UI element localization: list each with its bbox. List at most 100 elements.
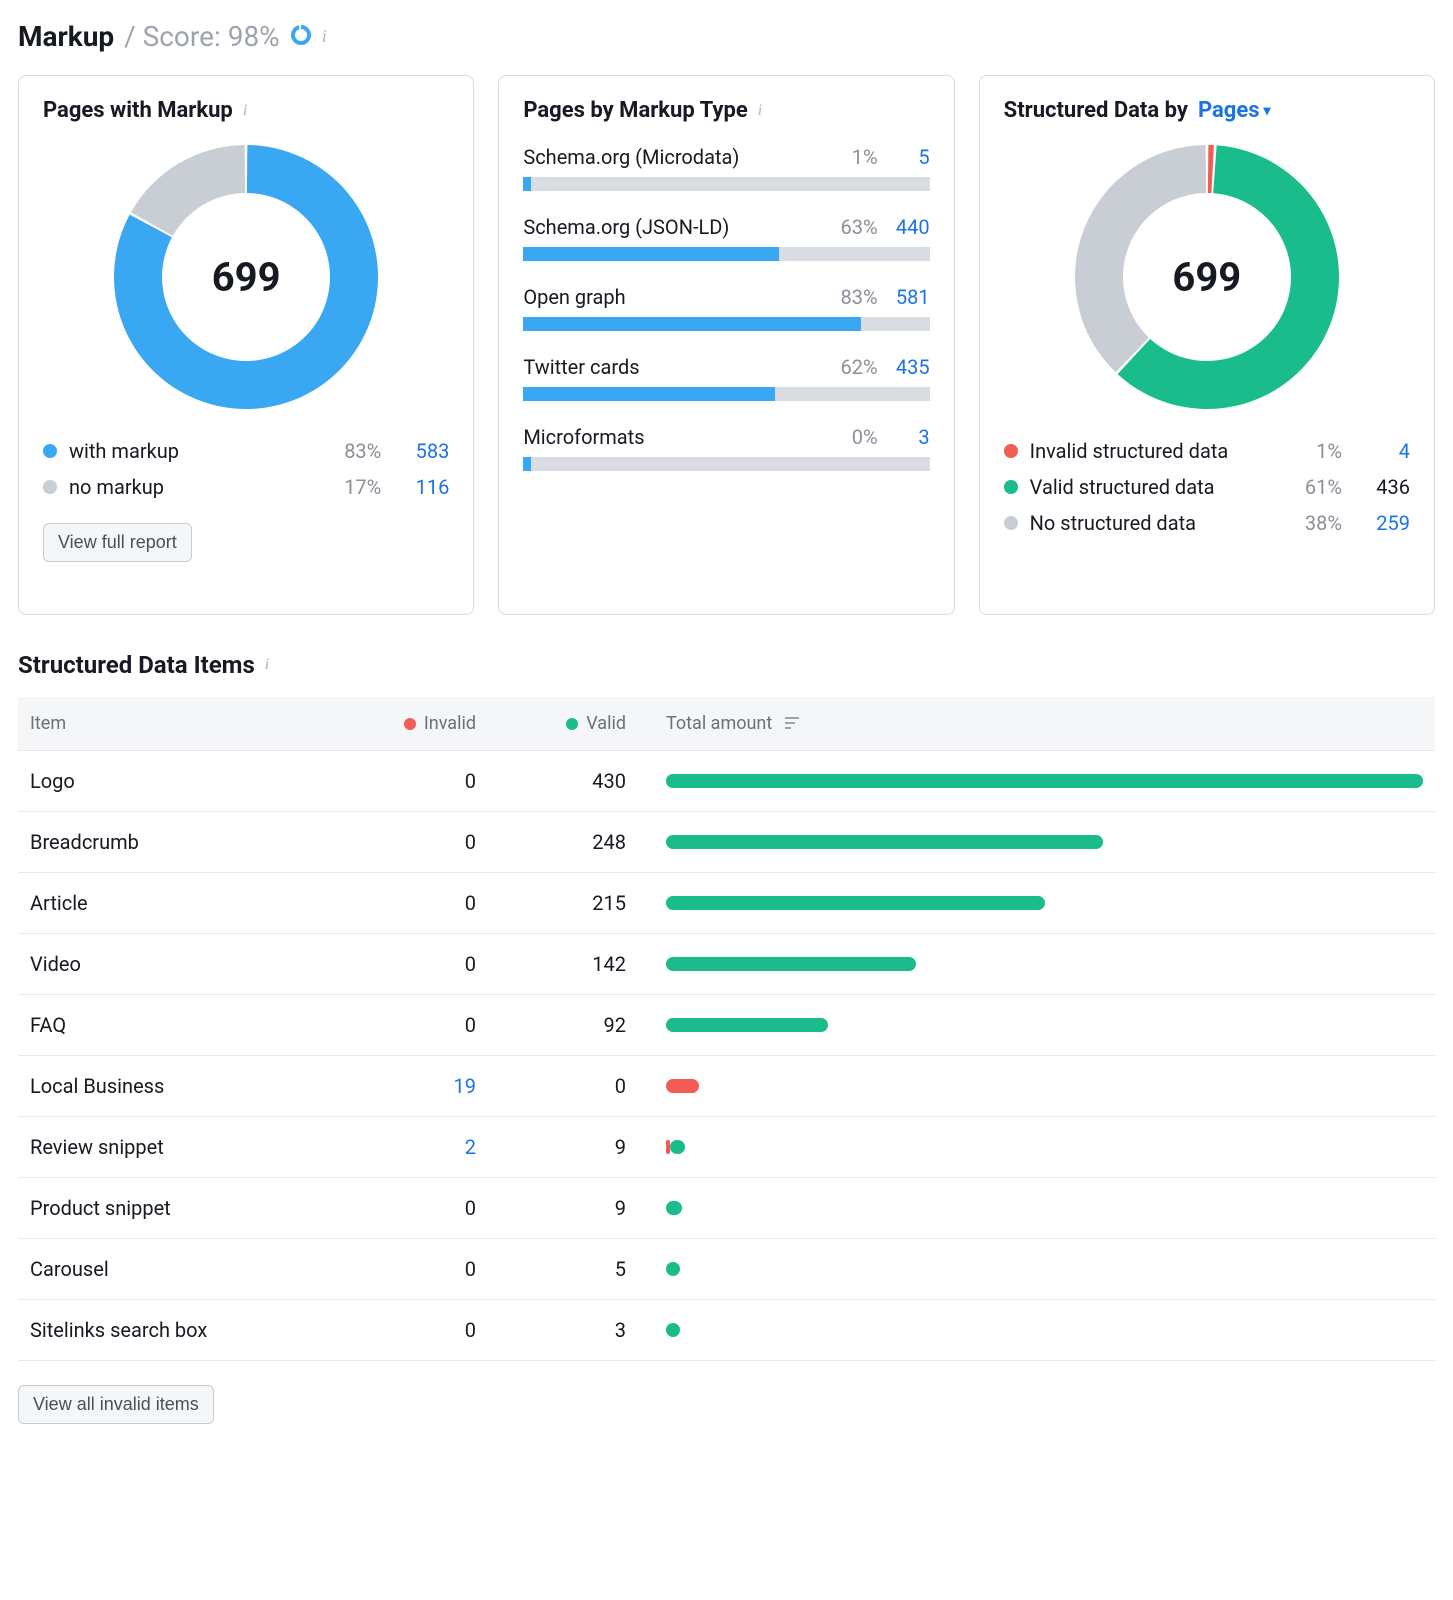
- cell-item: Local Business: [18, 1056, 338, 1117]
- legend-value[interactable]: 583: [393, 439, 449, 463]
- legend-value[interactable]: 116: [393, 475, 449, 499]
- cell-invalid: 0: [338, 1178, 488, 1239]
- table-row: Carousel05: [18, 1239, 1435, 1300]
- bar-track: [523, 317, 929, 331]
- amount-seg-valid: [666, 1018, 828, 1032]
- bar-label: Twitter cards: [523, 355, 840, 379]
- cell-item: Sitelinks search box: [18, 1300, 338, 1361]
- cell-valid: 9: [488, 1178, 638, 1239]
- cell-valid: 0: [488, 1056, 638, 1117]
- bar-item: Twitter cards62% 435: [523, 355, 929, 401]
- legend-row: no markup17%116: [43, 469, 449, 505]
- legend-row: Invalid structured data 1% 4: [1004, 433, 1410, 469]
- cell-invalid[interactable]: 19: [338, 1056, 488, 1117]
- page-header: Markup / Score: 98% i: [18, 20, 1435, 53]
- cell-valid: 5: [488, 1239, 638, 1300]
- card-pages-with-markup: Pages with Markup i 699 with markup83%58…: [18, 75, 474, 615]
- card-title-prefix: Structured Data by: [1004, 98, 1188, 123]
- donut-center-value: 699: [212, 254, 281, 301]
- legend-pct: 1%: [1286, 439, 1342, 463]
- legend-value[interactable]: 4: [1354, 439, 1410, 463]
- cell-total: [638, 1178, 1435, 1239]
- amount-seg-valid: [666, 1262, 680, 1276]
- amount-bar: [666, 835, 1103, 849]
- cell-invalid: 0: [338, 1300, 488, 1361]
- amount-bar: [666, 896, 1045, 910]
- pages-dropdown[interactable]: Pages ▾: [1198, 98, 1271, 123]
- legend-dot-icon: [43, 444, 57, 458]
- bars-list: Schema.org (Microdata)1%5Schema.org (JSO…: [523, 145, 929, 471]
- amount-seg-valid: [666, 774, 1423, 788]
- bar-value[interactable]: 440: [890, 215, 930, 239]
- page-title: Markup: [18, 20, 114, 53]
- cell-invalid: 0: [338, 812, 488, 873]
- score-value: 98%: [228, 20, 280, 53]
- bar-value[interactable]: 5: [890, 145, 930, 169]
- bar-pct: 63%: [841, 215, 878, 239]
- legend-value[interactable]: 259: [1354, 511, 1410, 535]
- column-header-item[interactable]: Item: [18, 697, 338, 751]
- legend-row: No structured data38%259: [1004, 505, 1410, 541]
- legend-dot-icon: [1004, 444, 1018, 458]
- table-row: Video0142: [18, 934, 1435, 995]
- score-prefix: / Score:: [124, 20, 228, 53]
- legend-label: Invalid structured data: [1030, 439, 1274, 463]
- cell-invalid[interactable]: 2: [338, 1117, 488, 1178]
- bar-item: Schema.org (JSON-LD)63%440: [523, 215, 929, 261]
- amount-seg-valid: [666, 896, 1045, 910]
- section-title: Structured Data Items i: [18, 651, 1435, 679]
- bar-value[interactable]: 3: [890, 425, 930, 449]
- donut-center-value: 699: [1172, 254, 1241, 301]
- cell-valid: 92: [488, 995, 638, 1056]
- bar-pct: 62%: [841, 355, 878, 379]
- card-title: Pages by Markup Type i: [523, 98, 929, 123]
- card-structured-by-pages: Structured Data by Pages ▾ 699 Invalid s…: [979, 75, 1435, 615]
- donut-chart: 699: [1075, 145, 1339, 409]
- bar-value[interactable]: 435: [890, 355, 930, 379]
- invalid-dot-icon: [404, 718, 416, 730]
- column-header-valid[interactable]: Valid: [488, 697, 638, 751]
- info-icon[interactable]: i: [758, 102, 762, 120]
- cell-invalid: 0: [338, 751, 488, 812]
- amount-seg-invalid: [666, 1079, 699, 1093]
- bar-label: Microformats: [523, 425, 851, 449]
- pages-dropdown-label: Pages: [1198, 98, 1260, 123]
- bar-item: Open graph83%581: [523, 285, 929, 331]
- column-header-total-label: Total amount: [666, 713, 772, 734]
- column-header-total[interactable]: Total amount: [638, 697, 1435, 751]
- bar-label: Open graph: [523, 285, 840, 309]
- bar-fill: [523, 177, 531, 191]
- donut-legend: with markup83%583no markup17%116: [43, 433, 449, 505]
- cell-invalid: 0: [338, 1239, 488, 1300]
- card-title: Structured Data by Pages ▾: [1004, 98, 1410, 123]
- cell-valid: 3: [488, 1300, 638, 1361]
- section-title-text: Structured Data Items: [18, 651, 255, 679]
- legend-row: Valid structured data61%436: [1004, 469, 1410, 505]
- bar-item: Schema.org (Microdata)1%5: [523, 145, 929, 191]
- info-icon[interactable]: i: [243, 102, 247, 120]
- bar-fill: [523, 457, 531, 471]
- column-header-invalid[interactable]: Invalid: [338, 697, 488, 751]
- legend-dot-icon: [1004, 516, 1018, 530]
- amount-bar: [666, 1018, 828, 1032]
- bar-value[interactable]: 581: [890, 285, 930, 309]
- view-all-invalid-button[interactable]: View all invalid items: [18, 1385, 214, 1424]
- page-score: / Score: 98%: [124, 20, 280, 53]
- bar-label: Schema.org (Microdata): [523, 145, 851, 169]
- cell-total: [638, 1300, 1435, 1361]
- structured-items-table: Item Invalid Valid Total amount Logo0430…: [18, 697, 1435, 1361]
- table-row: Review snippet29: [18, 1117, 1435, 1178]
- donut-legend: Invalid structured data1%4Valid structur…: [1004, 433, 1410, 541]
- legend-row: with markup83%583: [43, 433, 449, 469]
- cell-item: Breadcrumb: [18, 812, 338, 873]
- bar-pct: 0%: [852, 425, 878, 449]
- info-icon[interactable]: i: [322, 26, 327, 47]
- cell-valid: 430: [488, 751, 638, 812]
- legend-value: 436: [1354, 475, 1410, 499]
- bar-fill: [523, 317, 860, 331]
- cell-invalid: 0: [338, 873, 488, 934]
- view-full-report-button[interactable]: View full report: [43, 523, 192, 562]
- cell-valid: 248: [488, 812, 638, 873]
- info-icon[interactable]: i: [265, 656, 269, 674]
- legend-pct: 61%: [1286, 475, 1342, 499]
